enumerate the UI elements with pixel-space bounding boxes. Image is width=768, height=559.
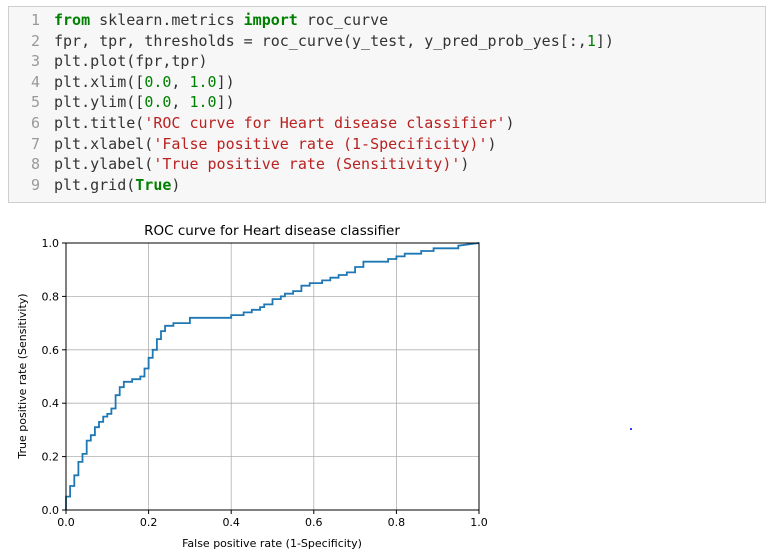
chart-title: ROC curve for Heart disease classifier (144, 223, 400, 239)
stray-dot (630, 428, 632, 430)
code-token: ) (460, 155, 470, 174)
code-token: 1.0 (189, 93, 217, 112)
code-token: , (171, 72, 190, 91)
code-text: fpr, tpr, thresholds = roc_curve(y_test,… (54, 31, 614, 51)
code-text: plt.plot(fpr,tpr) (54, 51, 208, 71)
code-token: 1 (586, 31, 596, 50)
code-token: ) (487, 134, 497, 153)
line-number: 9 (30, 175, 40, 194)
code-token: plt.ylabel( (54, 155, 154, 174)
roc-figure: 0.0 0.2 0.4 0.6 0.8 1.0 0.0 0.2 0.4 0.6 0.8 1.0 RO… (0, 213, 500, 559)
code-token: ) (171, 175, 181, 194)
code-token: 0.0 (144, 72, 172, 91)
code-text: plt.ylabel('True positive rate (Sensitiv… (54, 154, 469, 174)
code-token: plt.xlim([ (54, 72, 145, 91)
code-token: sklearn.metrics (90, 11, 244, 29)
plot-area (66, 243, 479, 510)
y-tick-label: 0.0 (42, 504, 60, 517)
x-tick-label: 0.8 (388, 516, 406, 529)
code-token: 'ROC curve for Heart disease classifier' (144, 114, 506, 132)
code-token: plt.xlabel( (54, 134, 154, 153)
code-token: True (135, 175, 172, 194)
code-token: from (54, 11, 91, 29)
x-tick-label: 0.6 (305, 516, 323, 529)
code-token: roc_curve (297, 11, 389, 29)
code-token: 0.0 (144, 93, 172, 112)
y-tick-label: 1.0 (42, 237, 60, 250)
code-token: , (171, 93, 190, 112)
y-axis-ticks: 0.0 0.2 0.4 0.6 0.8 1.0 (42, 237, 66, 517)
roc-curve-line (65, 242, 480, 510)
y-axis-label: True positive rate (Sensitivity) (16, 293, 29, 459)
line-number: 6 (30, 114, 40, 132)
code-cell[interactable]: 1 from sklearn.metrics import roc_curve 2 f… (8, 6, 766, 203)
line-number: 1 (30, 11, 40, 29)
x-tick-label: 1.0 (470, 516, 488, 529)
code-text: plt.xlim([0.0, 1.0]) (54, 72, 235, 92)
code-token: ]) (216, 72, 235, 91)
roc-chart: 0.0 0.2 0.4 0.6 0.8 1.0 0.0 0.2 0.4 0.6 0.8 1.0 RO… (16, 223, 488, 550)
code-token: plt.ylim([ (54, 93, 145, 112)
code-token: fpr, tpr, thresholds = roc_curve(y_test,… (54, 31, 587, 50)
x-axis-label: False positive rate (1-Specificity) (182, 537, 362, 550)
line-number: 7 (30, 134, 40, 153)
x-tick-label: 0.2 (140, 516, 158, 529)
code-token: import (243, 11, 298, 29)
plot-frame (65, 242, 480, 511)
x-tick-label: 0.0 (57, 516, 75, 529)
code-text: from sklearn.metrics import roc_curve (54, 10, 388, 30)
code-token: plt.plot(fpr,tpr) (54, 52, 208, 71)
line-number: 4 (30, 72, 40, 91)
code-text: plt.xlabel('False positive rate (1-Speci… (54, 134, 497, 154)
y-tick-label: 0.8 (42, 290, 60, 303)
code-text: plt.title('ROC curve for Heart disease c… (54, 113, 515, 133)
line-number: 8 (30, 155, 40, 174)
code-text: plt.grid(True) (54, 175, 180, 195)
code-text: plt.ylim([0.0, 1.0]) (54, 92, 235, 112)
y-tick-label: 0.4 (42, 397, 60, 410)
code-token: 'False positive rate (1-Specificity)' (153, 134, 488, 153)
line-number: 3 (30, 52, 40, 71)
x-axis-ticks: 0.0 0.2 0.4 0.6 0.8 1.0 (57, 510, 488, 529)
line-number: 5 (30, 93, 40, 112)
code-token: ) (505, 114, 515, 132)
y-tick-label: 0.6 (42, 344, 60, 357)
code-token: 'True positive rate (Sensitivity)' (153, 155, 461, 174)
y-tick-label: 0.2 (42, 451, 60, 464)
code-token: plt.grid( (54, 175, 136, 194)
code-token: ]) (216, 93, 235, 112)
line-number: 2 (30, 31, 40, 50)
code-token: ]) (595, 31, 614, 50)
code-token: 1.0 (189, 72, 217, 91)
code-token: plt.title( (54, 114, 145, 132)
x-tick-label: 0.4 (222, 516, 240, 529)
